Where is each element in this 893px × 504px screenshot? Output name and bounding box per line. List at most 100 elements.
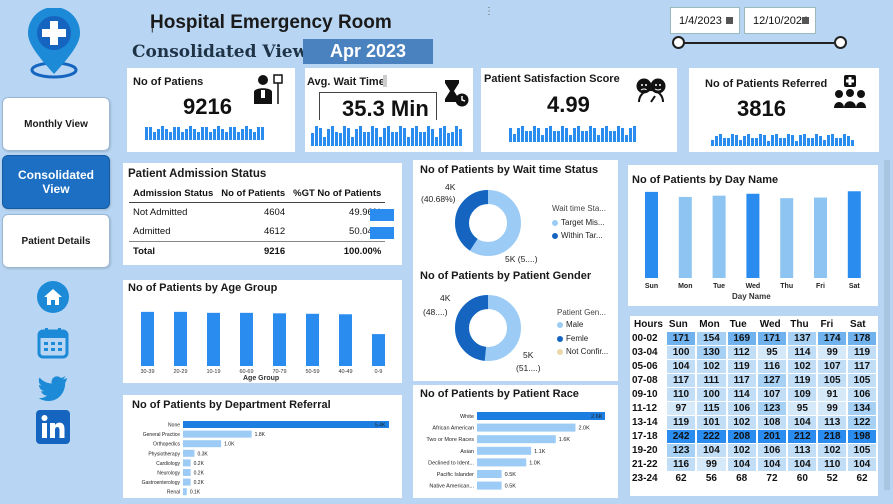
race-bar[interactable] (477, 481, 502, 490)
heatmap-row[interactable]: 05-06 104 102 119 116 102 107 117 (632, 360, 876, 373)
day-bar[interactable] (847, 191, 861, 278)
day-bar[interactable] (712, 195, 726, 278)
donut-slice-female[interactable] (455, 295, 521, 361)
heatmap-column-header[interactable]: Fri (820, 318, 834, 330)
age-bar[interactable] (273, 313, 286, 366)
end-date-input[interactable]: 12/10/2024 (744, 7, 816, 34)
home-icon[interactable] (36, 280, 70, 314)
legend-item-target-missed[interactable]: Target Mis... (552, 218, 605, 227)
heatmap-column-header[interactable]: Hours (634, 318, 663, 330)
sparkline-bar (727, 138, 730, 146)
age-bar[interactable] (174, 311, 187, 366)
heatmap-column-header[interactable]: Wed (759, 318, 781, 330)
legend-item-not-confirmed[interactable]: Not Confir... (557, 347, 608, 356)
race-value-label: 1.6K (559, 437, 571, 443)
dept-bar[interactable] (183, 478, 191, 486)
dept-bar[interactable] (183, 469, 191, 476)
age-bar[interactable] (207, 312, 220, 366)
sparkline-bar (153, 132, 156, 140)
legend-item-female[interactable]: Femle (557, 334, 588, 343)
race-bar[interactable] (477, 423, 576, 432)
heatmap-column-header[interactable]: Sun (668, 318, 688, 330)
wait-label-b: 5K (5....) (505, 254, 538, 264)
dept-bar[interactable] (183, 421, 389, 428)
date-range-start-handle[interactable] (672, 36, 685, 49)
heatmap-row[interactable]: 13-14 119 101 102 108 104 113 122 (632, 416, 876, 429)
end-date-calendar-icon[interactable] (802, 17, 809, 24)
heatmap-cell: 102 (727, 444, 756, 457)
dept-bar[interactable] (183, 459, 191, 467)
heatmap-cell: 110 (666, 388, 696, 401)
race-bar[interactable] (477, 435, 556, 444)
day-bar[interactable] (645, 191, 658, 278)
heatmap-row[interactable]: 11-12 97 115 106 123 95 99 134 (632, 402, 876, 415)
heatmap-row[interactable]: 23-24 62 56 68 72 60 52 62 (632, 472, 876, 485)
day-bar[interactable] (746, 193, 760, 278)
day-bar[interactable] (678, 196, 692, 278)
age-bar[interactable] (240, 312, 253, 366)
dept-bar[interactable] (183, 440, 222, 448)
heatmap-row[interactable]: 19-20 123 104 102 106 113 102 105 (632, 444, 876, 457)
heatmap-column-header[interactable]: Tue (729, 318, 747, 330)
start-date-input[interactable]: 1/4/2023 (670, 7, 740, 34)
day-bar[interactable] (780, 198, 794, 278)
race-bar[interactable] (477, 412, 605, 420)
legend-item-male[interactable]: Male (557, 320, 583, 329)
hours-heatmap-table: Hours Sun Mon Tue Wed Thu Fri Sat 00-02 171 154 169… (630, 316, 878, 486)
day-bar[interactable] (814, 197, 827, 278)
age-bar[interactable] (141, 311, 154, 366)
heatmap-hour-label: 11-12 (632, 403, 658, 414)
sparkline-bar (593, 128, 596, 142)
legend-item-within-target[interactable]: Within Tar... (552, 231, 603, 240)
heatmap-column-header[interactable]: Mon (699, 318, 720, 330)
status-cell: Admitted (133, 226, 171, 237)
heatmap-column-header[interactable]: Thu (790, 318, 809, 330)
age-bar[interactable] (306, 313, 319, 366)
twitter-icon[interactable] (36, 370, 70, 404)
dept-bar[interactable] (183, 449, 195, 457)
race-bar[interactable] (477, 446, 532, 455)
heatmap-row[interactable]: 09-10 110 100 114 107 109 91 106 (632, 388, 876, 401)
dept-bar[interactable] (183, 488, 187, 496)
donut-slice-within-target[interactable] (455, 190, 521, 256)
age-bar[interactable] (372, 334, 385, 366)
dept-category-label: Orthopedics (153, 442, 180, 448)
heatmap-cell: 117 (727, 374, 756, 387)
sparkline-bar (177, 127, 180, 140)
sparkline-bar (771, 135, 774, 146)
age-tick-label: 30-39 (140, 369, 154, 375)
heatmap-hour-label: 13-14 (632, 417, 658, 428)
sparkline-bar (249, 129, 252, 140)
heatmap-cell: 100 (697, 388, 726, 401)
race-bar[interactable] (477, 458, 527, 467)
column-header[interactable]: Admission Status (129, 185, 218, 203)
day-x-axis-title: Day Name (732, 292, 771, 301)
start-date-calendar-icon[interactable] (726, 17, 733, 24)
date-range-track[interactable] (678, 42, 834, 44)
dept-category-label: Cardiology (156, 461, 180, 467)
dept-category-label: Physiotherapy (148, 451, 180, 457)
consolidated-view-button[interactable]: Consolidated View (2, 155, 110, 209)
race-bar[interactable] (477, 470, 502, 478)
table-row[interactable]: Not Admitted 4604 49.96% (129, 203, 385, 223)
monthly-view-button[interactable]: Monthly View (2, 97, 110, 151)
day-tick-label: Sun (645, 283, 658, 290)
date-range-end-handle[interactable] (834, 36, 847, 49)
heatmap-column-header[interactable]: Sat (850, 318, 866, 330)
patient-details-button[interactable]: Patient Details (2, 214, 110, 268)
sparkline-bar (621, 128, 624, 142)
heatmap-row[interactable]: 00-02 171 154 169 171 137 174 178 (632, 332, 876, 345)
column-header[interactable]: No of Patients (217, 185, 290, 203)
calendar-icon[interactable] (36, 326, 70, 360)
heatmap-row[interactable]: 03-04 100 130 112 95 114 99 119 (632, 346, 876, 359)
linkedin-icon[interactable] (36, 410, 70, 444)
dept-bar[interactable] (183, 430, 252, 438)
heatmap-row[interactable]: 07-08 117 111 117 127 119 105 105 (632, 374, 876, 387)
age-bar[interactable] (339, 314, 352, 366)
column-header[interactable]: %GT No of Patients (289, 185, 386, 203)
table-row[interactable]: Admitted 4612 50.04% (129, 222, 385, 242)
heatmap-row[interactable]: 17-18 242 222 208 201 212 218 198 (632, 430, 876, 443)
page-scrollbar[interactable] (884, 160, 890, 490)
patient-details-label: Patient Details (21, 235, 91, 247)
heatmap-row[interactable]: 21-22 116 99 104 104 104 110 104 (632, 458, 876, 471)
